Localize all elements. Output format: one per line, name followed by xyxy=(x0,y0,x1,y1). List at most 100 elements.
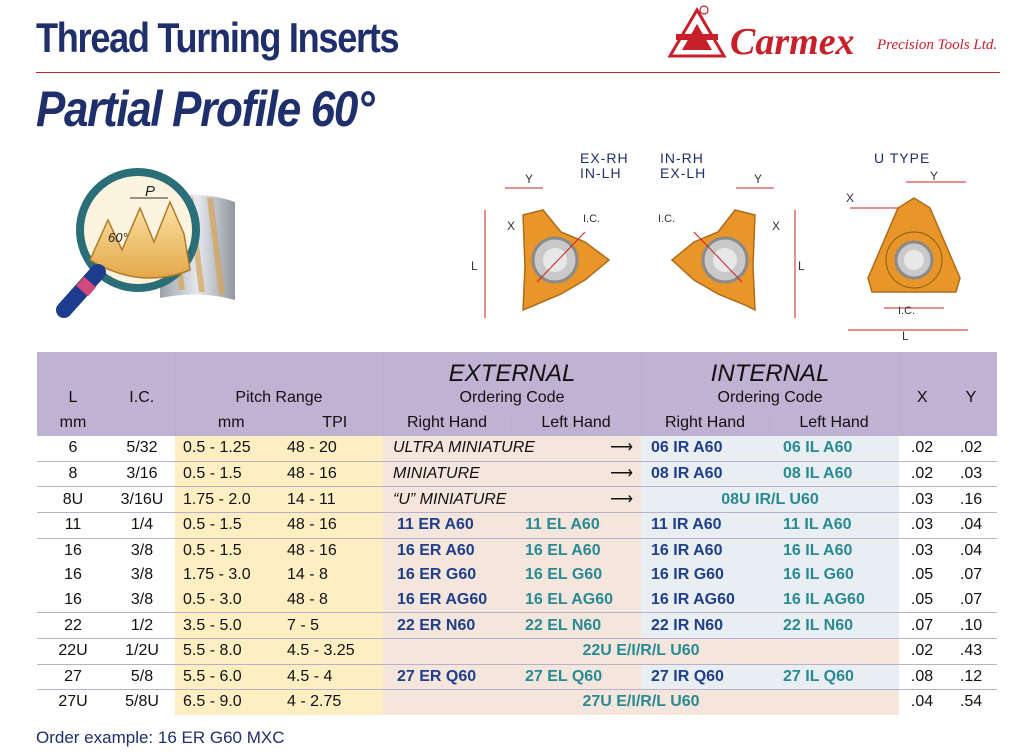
cell-tpi: 48 - 16 xyxy=(287,460,383,487)
cell-y: .07 xyxy=(959,566,983,584)
brand-subtitle: Precision Tools Ltd. xyxy=(877,37,998,53)
cell-l: 6 xyxy=(37,435,109,462)
external-title: EXTERNAL xyxy=(382,352,642,386)
cell-x: .04 xyxy=(899,689,946,715)
cell-pitch-mm: 0.5 - 1.5 xyxy=(175,537,287,564)
carmex-logo-icon xyxy=(667,5,727,58)
cell-il: 06 IL A60 xyxy=(769,435,900,462)
cell-ic: 3/8 xyxy=(130,591,154,609)
dim-ic: I.C. xyxy=(583,213,600,225)
ext-span-label: “U” MINIATURE xyxy=(393,490,507,508)
dim-x-u: X xyxy=(846,191,854,205)
col-pitch-tpi: TPI xyxy=(287,410,383,436)
dim-l-int: L xyxy=(798,259,805,273)
cell-ic: 3/8 xyxy=(109,537,175,564)
cell-tpi: 7 - 5 xyxy=(287,612,383,639)
cell-l: 27U xyxy=(37,689,109,715)
cell-l: 11 xyxy=(37,511,109,539)
cell-x: .05 xyxy=(910,591,934,609)
cell-ext-span: MINIATURE ⟶ xyxy=(383,460,642,487)
cell-ir: 22 IR N60 xyxy=(641,612,770,639)
cell-ir: 11 IR A60 xyxy=(641,511,770,539)
cell-int-span: 08U IR/L U60 xyxy=(641,486,900,513)
cell-l: 16 xyxy=(37,537,109,564)
arrow-icon: ⟶ xyxy=(610,490,634,508)
cell-ext-span: ULTRA MINIATURE ⟶ xyxy=(383,435,642,462)
cell-y: .43 xyxy=(945,637,998,665)
cell-y: .10 xyxy=(945,612,998,639)
cell-y: .16 xyxy=(945,486,998,513)
pitch-symbol: P xyxy=(145,183,155,200)
ext-span-label: MINIATURE xyxy=(393,465,480,483)
cell-ic: 3/16 xyxy=(109,460,175,487)
label-u-type: U TYPE xyxy=(874,150,931,166)
cell-l: 8 xyxy=(37,460,109,487)
col-pitch: Pitch Range xyxy=(174,386,383,411)
cell-er: 16 ER G60 xyxy=(383,563,511,588)
external-rh-insert-diagram: L Y X I.C. xyxy=(471,172,611,318)
cell-l: 16 xyxy=(64,566,82,584)
col-pitch-mm: mm xyxy=(174,410,287,436)
cell-el: 27 EL Q60 xyxy=(511,663,642,690)
int-ordering-code: Ordering Code xyxy=(640,386,900,411)
cell-el: 16 EL AG60 xyxy=(511,587,642,613)
cell-ic: 5/8U xyxy=(109,689,175,715)
cell-ic: 3/8 xyxy=(130,566,154,584)
angle-label: 60° xyxy=(108,230,128,245)
cell-pitch-mm: 0.5 - 1.25 xyxy=(175,435,287,462)
table-row: 27 5/8 5.5 - 6.0 4.5 - 4 27 ER Q60 27 EL… xyxy=(37,663,998,690)
cell-il: 27 IL Q60 xyxy=(769,663,900,690)
ext-span-label: ULTRA MINIATURE xyxy=(393,439,535,457)
cell-l: 22 xyxy=(37,612,109,639)
cell-il: 22 IL N60 xyxy=(769,612,900,639)
cell-tpi: 4 - 2.75 xyxy=(287,689,383,715)
cell-y: .04 xyxy=(945,511,998,539)
dim-y: Y xyxy=(525,172,533,186)
cell-y: .07 xyxy=(959,591,983,609)
cell-il: 16 IL AG60 xyxy=(769,587,900,613)
cell-y: .02 xyxy=(945,435,998,462)
dim-x-int: X xyxy=(772,219,780,233)
cell-tpi: 48 - 8 xyxy=(287,587,383,613)
cell-el: 16 EL A60 xyxy=(511,537,642,564)
cell-ic: 3/16U xyxy=(109,486,175,513)
table-row: 11 1/4 0.5 - 1.5 48 - 16 11 ER A60 11 EL… xyxy=(37,511,998,539)
cell-ic: 5/8 xyxy=(109,663,175,690)
cell-pitch-mm: 5.5 - 8.0 xyxy=(175,637,287,665)
col-l: L xyxy=(37,386,109,411)
cell-l: 22U xyxy=(37,637,109,665)
cell-ir: 06 IR A60 xyxy=(641,435,770,462)
label-ex-rh: EX-RH xyxy=(580,150,629,166)
dim-ic-int: I.C. xyxy=(658,213,675,225)
internal-rh-insert-diagram: L Y X I.C. xyxy=(658,172,805,318)
table-row: 22 1/2 3.5 - 5.0 7 - 5 22 ER N60 22 EL N… xyxy=(37,612,998,639)
cell-tpi: 48 - 16 xyxy=(287,511,383,539)
cell-full-span: 22U E/I/R/L U60 xyxy=(383,637,900,665)
table-row: 6 5/32 0.5 - 1.25 48 - 20 ULTRA MINIATUR… xyxy=(37,435,998,462)
cell-er: 16 ER AG60 xyxy=(383,587,511,613)
col-ic: I.C. xyxy=(109,386,175,411)
cell-y: .03 xyxy=(945,460,998,487)
table-row: 16 3/8 0.5 - 1.5 48 - 16 16 ER A60 16 EL… xyxy=(37,537,998,564)
col-l-unit: mm xyxy=(37,410,109,436)
insert-table: EXTERNAL INTERNAL L I.C. Pitch Range Ord… xyxy=(37,352,998,715)
magnifier-thread-illustration: P 60° xyxy=(56,168,235,318)
cell-tpi: 48 - 16 xyxy=(287,537,383,564)
cell-tpi: 14 - 8 xyxy=(287,563,383,588)
table-row: 8 3/16 0.5 - 1.5 48 - 16 MINIATURE ⟶ 08 I… xyxy=(37,460,998,487)
cell-pitch-mm: 0.5 - 1.5 xyxy=(175,511,287,539)
cell-ir: 27 IR Q60 xyxy=(641,663,770,690)
cell-tpi: 48 - 20 xyxy=(287,435,383,462)
col-x: X xyxy=(898,386,946,411)
cell-y: .12 xyxy=(945,663,998,690)
cell-ir: 16 IR G60 xyxy=(641,563,770,588)
cell-x: .03 xyxy=(899,511,946,539)
cell-pitch-mm: 1.75 - 3.0 xyxy=(175,563,287,588)
cell-y: .04 xyxy=(945,537,998,564)
int-left-hand: Left Hand xyxy=(768,410,900,436)
cell-il: 08 IL A60 xyxy=(769,460,900,487)
cell-tpi: 4.5 - 3.25 xyxy=(287,637,383,665)
cell-full-span: 27U E/I/R/L U60 xyxy=(383,689,900,715)
dim-l-u: L xyxy=(902,329,909,343)
label-in-rh: IN-RH xyxy=(660,150,704,166)
